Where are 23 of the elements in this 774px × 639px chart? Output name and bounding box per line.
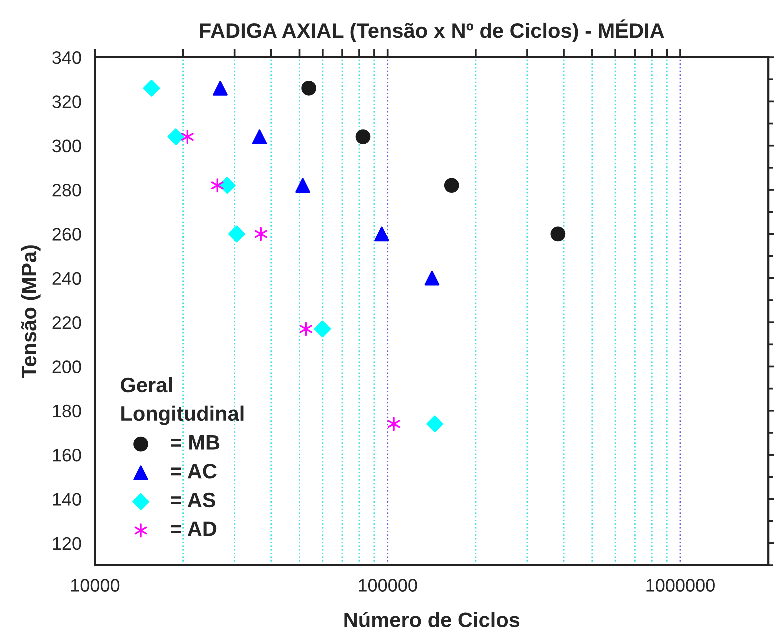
y-tick-label: 220 <box>52 316 82 330</box>
y-tick-label: 340 <box>52 51 82 64</box>
x-tick-label: 100000 <box>359 579 418 592</box>
y-tick-label: 240 <box>52 272 82 286</box>
y-tick-label: 160 <box>53 449 82 462</box>
y-tick-label: 180 <box>53 404 82 418</box>
legend-label: = MB <box>171 435 220 450</box>
legend-title: Geral Longitudinal <box>121 377 244 426</box>
x-axis-title: Número de Ciclos <box>344 612 520 628</box>
x-tick-label: 1000000 <box>646 579 715 592</box>
legend-label: = AC <box>171 464 217 479</box>
y-axis-title: Tensão (MPa) <box>21 246 41 378</box>
y-tick-label: 120 <box>53 537 82 550</box>
y-tick-label: 280 <box>52 184 82 197</box>
legend-label: = AD <box>171 522 217 536</box>
x-tick-label: 10000 <box>71 579 120 592</box>
y-tick-label: 300 <box>52 140 82 153</box>
y-tick-label: 200 <box>52 360 82 374</box>
y-tick-label: 320 <box>52 96 82 108</box>
chart-title: FADIGA AXIAL (Tensão x Nº de Ciclos) - MÉDIA <box>200 20 664 42</box>
y-tick-label: 260 <box>52 228 82 241</box>
legend-label: = AS <box>171 492 216 508</box>
y-tick-label: 140 <box>53 493 82 506</box>
